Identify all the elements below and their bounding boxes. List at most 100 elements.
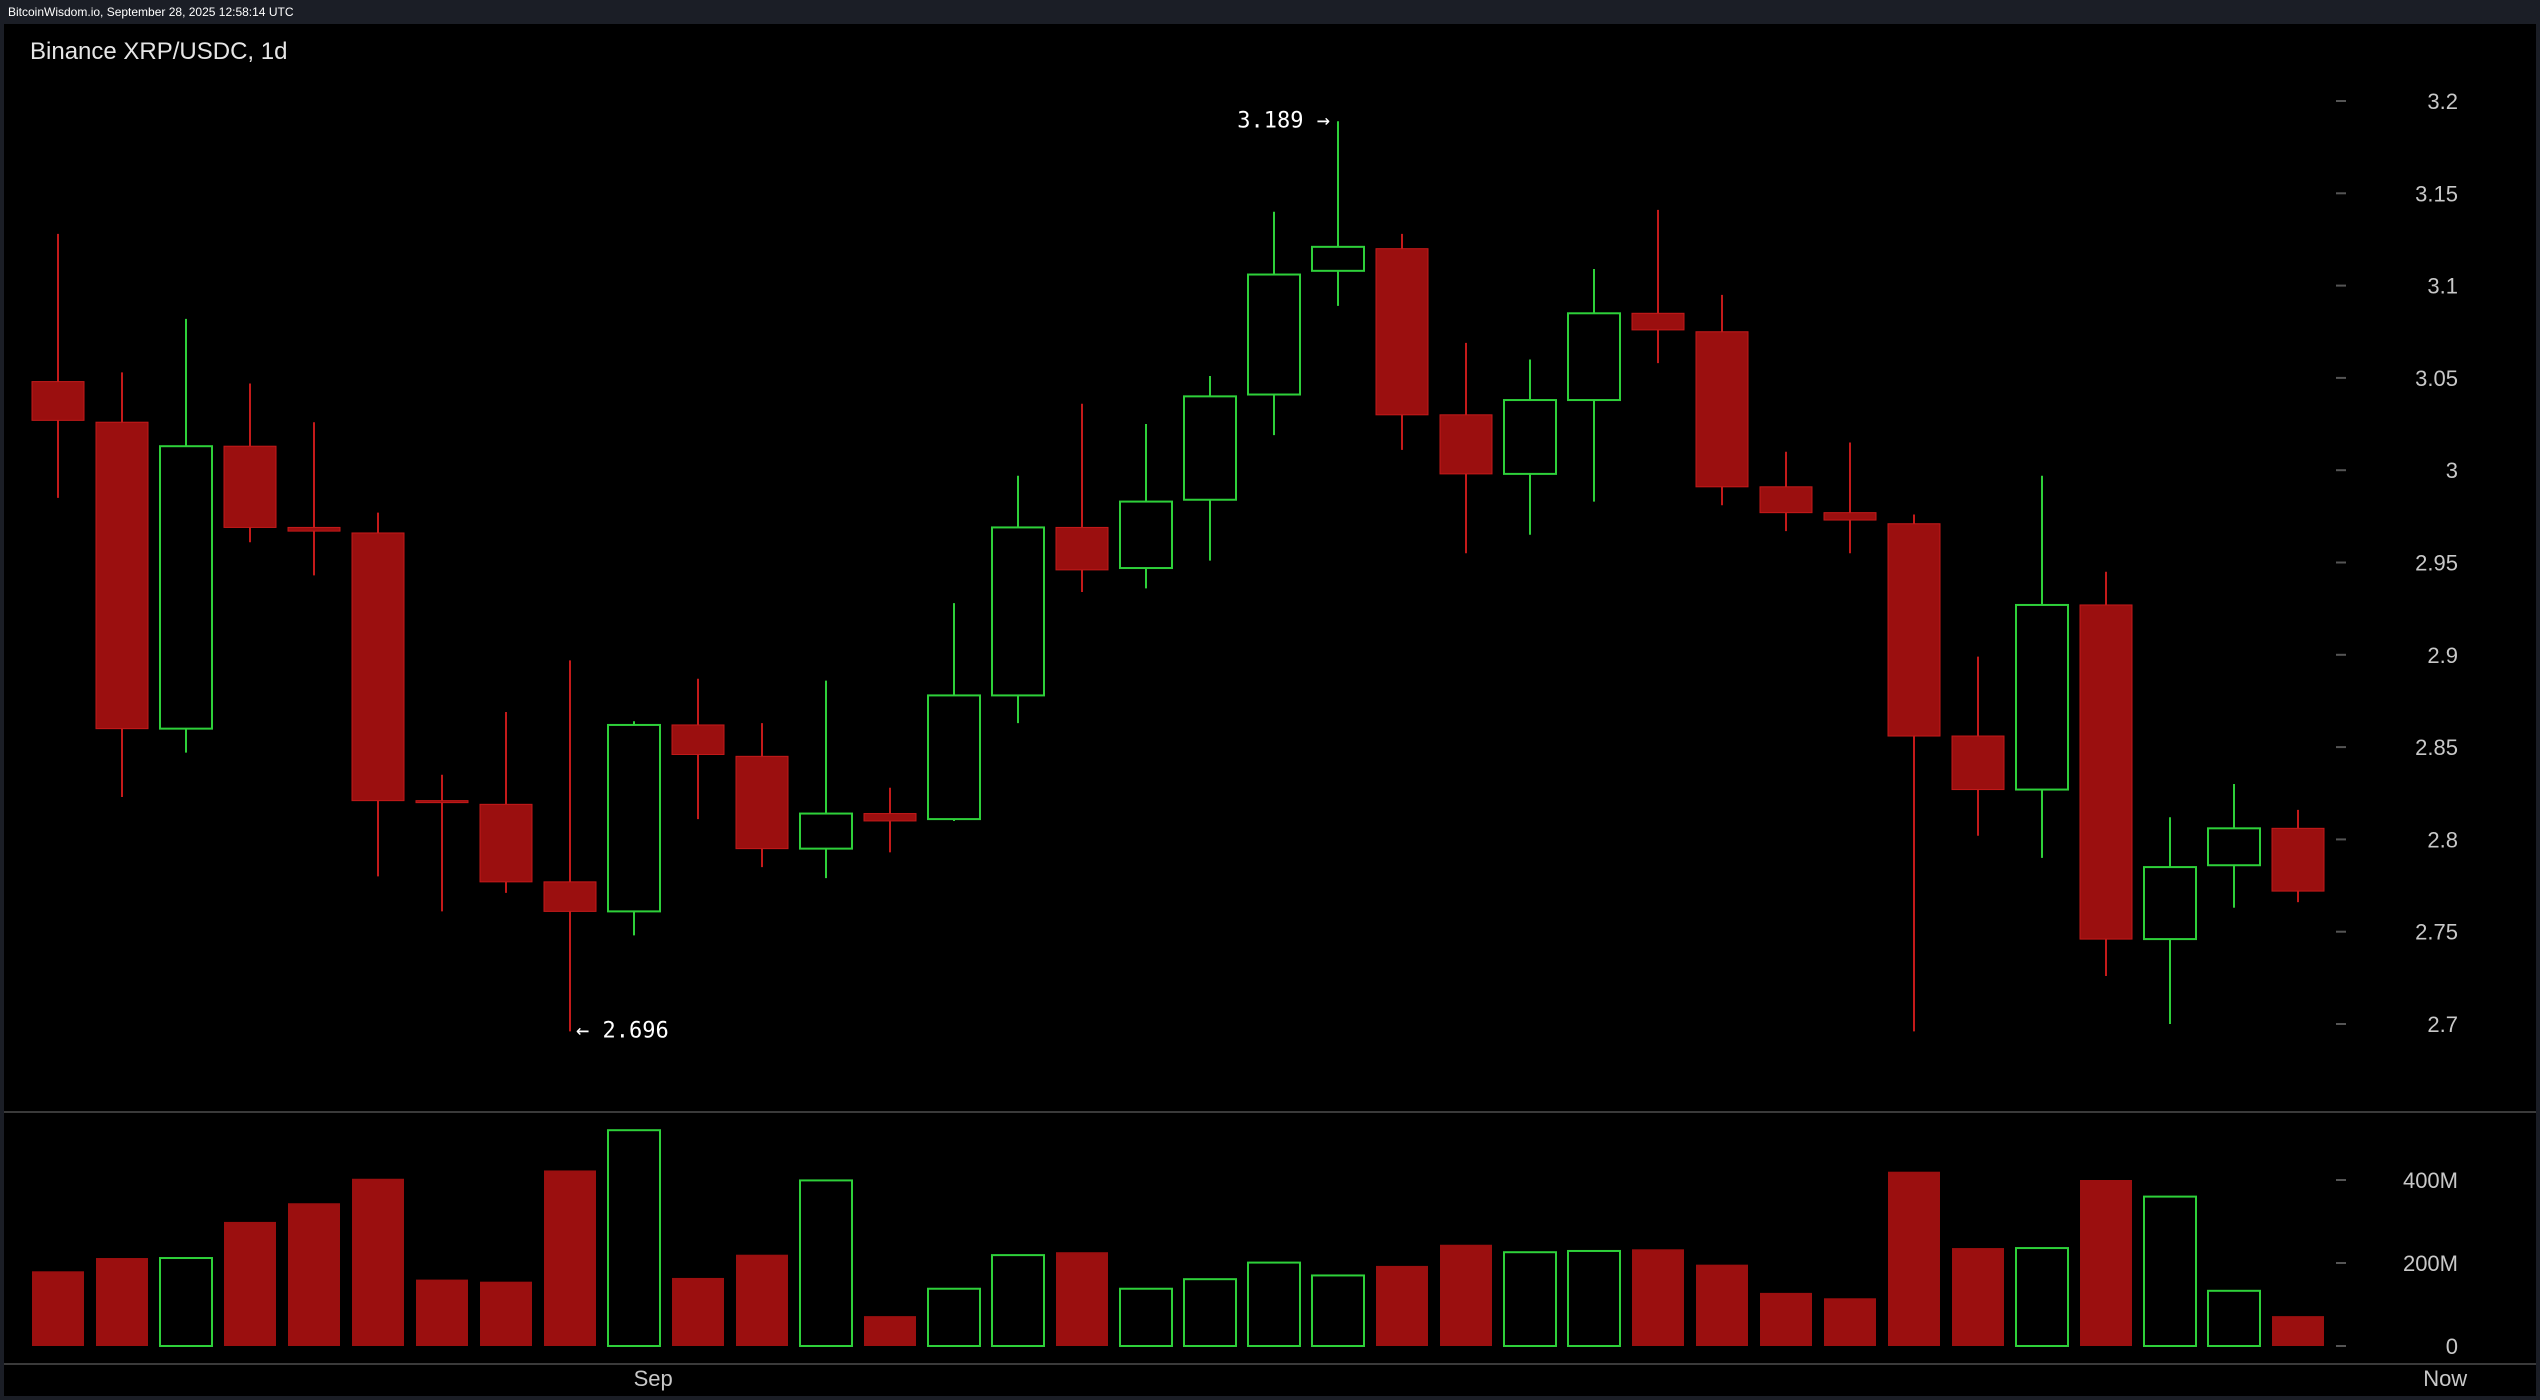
price-tick-label: 3.05 <box>2415 366 2458 391</box>
volume-bar-down <box>672 1277 724 1346</box>
volume-bar-down <box>2272 1316 2324 1346</box>
price-tick-label: 3.2 <box>2427 89 2458 114</box>
volume-bar-down <box>544 1170 596 1346</box>
price-axis: 3.2 3.15 3.1 3.05 3 2.95 2.9 2.85 2.8 2.75 2.7 <box>2336 89 2458 1037</box>
price-tick-label: 3 <box>2446 458 2458 483</box>
time-axis-label: Sep <box>634 1366 673 1391</box>
price-tick-label: 2.8 <box>2427 827 2458 852</box>
candle-body-down <box>2079 604 2133 940</box>
candle-body-down <box>351 532 405 802</box>
volume-bar-up <box>1567 1249 1621 1347</box>
volume-bar-down <box>96 1258 148 1346</box>
candle-body-up <box>799 812 853 850</box>
volume-bar-down <box>480 1281 532 1346</box>
price-tick-label: 2.85 <box>2415 735 2458 760</box>
volume-tick-label: 0 <box>2446 1334 2458 1359</box>
volume-bar-down <box>1824 1298 1876 1346</box>
candle-body-down <box>223 445 277 528</box>
candle-body-down <box>671 724 725 755</box>
volume-bar-down <box>736 1254 788 1346</box>
candle-body-up <box>1247 273 1301 396</box>
candle-body-down <box>1631 312 1685 331</box>
candlestick-chart[interactable]: Binance XRP/USDC, 1d 3.2 3.15 3.1 3.05 3 2.95… <box>4 24 2536 1396</box>
price-tick-label: 2.7 <box>2427 1012 2458 1037</box>
volume-bar-down <box>1376 1265 1428 1346</box>
volume-bar-down <box>1440 1244 1492 1346</box>
volume-bar-up <box>799 1179 853 1348</box>
chart-title: Binance XRP/USDC, 1d <box>30 38 287 65</box>
volume-bar-down <box>1632 1249 1684 1346</box>
volume-bar-down <box>864 1316 916 1346</box>
price-annotations: 3.189 → ← 2.696 <box>576 108 1330 1043</box>
candle-body-down <box>2271 827 2325 892</box>
candle-body-down <box>1759 486 1813 514</box>
volume-bar-up <box>159 1257 213 1348</box>
candle-body-down <box>31 381 85 421</box>
candle-body-up <box>159 445 213 730</box>
volume-bar-down <box>1952 1248 2004 1346</box>
volume-bar-down <box>1888 1171 1940 1346</box>
candle-body-down <box>863 813 917 822</box>
price-candles <box>31 121 2325 1032</box>
candle-body-up <box>1311 245 1365 272</box>
volume-bar-down <box>352 1178 404 1346</box>
price-tick-label: 2.75 <box>2415 920 2458 945</box>
candle-body-down <box>1951 735 2005 791</box>
volume-bar-down <box>224 1221 276 1346</box>
high-price-annotation: 3.189 → <box>1237 108 1330 133</box>
candle-body-up <box>927 694 981 821</box>
candle-body-up <box>991 526 1045 697</box>
candle-body-up <box>2207 827 2261 867</box>
low-price-annotation: ← 2.696 <box>576 1018 669 1043</box>
candle-body-down <box>479 803 533 883</box>
chart-frame: Binance XRP/USDC, 1d 3.2 3.15 3.1 3.05 3 2.95… <box>4 24 2536 1396</box>
price-tick-label: 3.1 <box>2427 274 2458 299</box>
volume-bar-down <box>1696 1264 1748 1346</box>
candle-body-up <box>1183 395 1237 501</box>
volume-bar-down <box>1056 1252 1108 1346</box>
price-tick-label: 2.95 <box>2415 551 2458 576</box>
candle-body-down <box>95 421 149 730</box>
volume-bar-down <box>32 1271 84 1346</box>
candle-body-down <box>1375 248 1429 416</box>
volume-bar-up <box>2207 1289 2261 1348</box>
price-tick-label: 2.9 <box>2427 643 2458 668</box>
candle-body-down <box>543 881 597 912</box>
candle-body-down <box>1439 414 1493 475</box>
volume-axis: 400M 200M 0 <box>2336 1168 2458 1359</box>
volume-bar-up <box>927 1287 981 1347</box>
candle-body-down <box>1823 512 1877 521</box>
volume-bar-up <box>2143 1195 2197 1347</box>
volume-bar-up <box>1311 1274 1365 1347</box>
volume-tick-label: 400M <box>2403 1168 2458 1193</box>
volume-bars <box>32 1129 2324 1348</box>
candle-body-down <box>1695 331 1749 488</box>
source-timestamp-text: BitcoinWisdom.io, September 28, 2025 12:… <box>8 5 294 19</box>
candle-body-down <box>415 800 469 804</box>
volume-bar-up <box>1119 1287 1173 1347</box>
volume-bar-up <box>2015 1247 2069 1348</box>
volume-bar-up <box>607 1129 661 1347</box>
candle-body-down <box>1055 526 1109 571</box>
volume-bar-up <box>1183 1278 1237 1348</box>
volume-bar-down <box>416 1279 468 1346</box>
time-axis: Sep Now <box>634 1366 2468 1391</box>
top-status-bar: BitcoinWisdom.io, September 28, 2025 12:… <box>0 0 2540 24</box>
price-tick-label: 3.15 <box>2415 181 2458 206</box>
candle-body-down <box>1887 523 1941 737</box>
candle-body-up <box>2015 603 2069 791</box>
candle-body-up <box>1503 399 1557 475</box>
candle-body-down <box>735 755 789 850</box>
candle-body-up <box>607 723 661 913</box>
candle-body-down <box>287 526 341 532</box>
volume-tick-label: 200M <box>2403 1251 2458 1276</box>
volume-bar-down <box>288 1203 340 1346</box>
volume-bar-up <box>1503 1251 1557 1347</box>
time-axis-label: Now <box>2423 1366 2467 1391</box>
volume-bar-down <box>1760 1292 1812 1346</box>
volume-bar-up <box>1247 1261 1301 1347</box>
volume-bar-down <box>2080 1180 2132 1346</box>
candle-body-up <box>1119 500 1173 570</box>
candle-body-up <box>2143 866 2197 941</box>
volume-bar-up <box>991 1254 1045 1347</box>
